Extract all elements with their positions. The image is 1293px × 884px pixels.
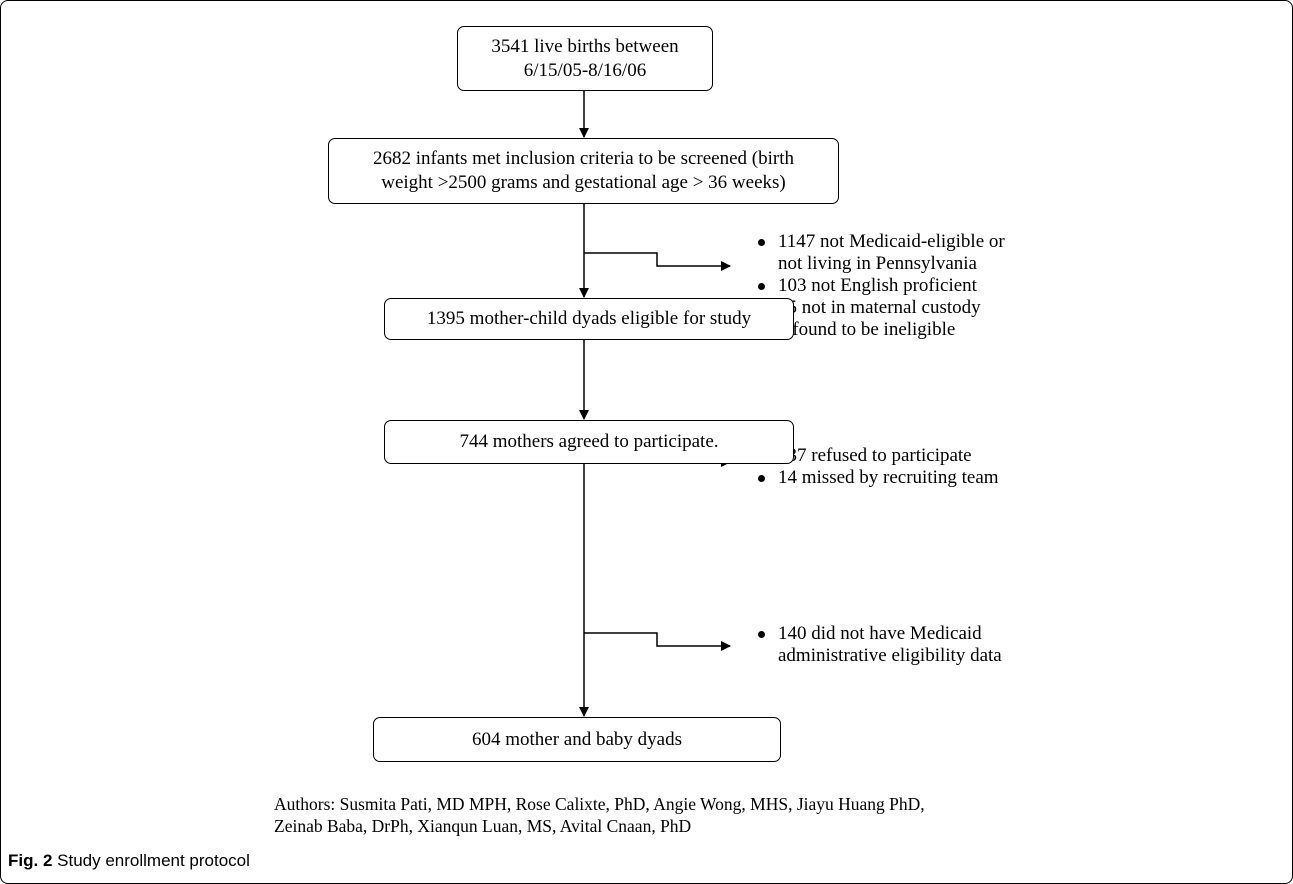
exclusion-item: 140 did not have Medicaid administrative… [758, 623, 1002, 667]
caption-text: Study enrollment protocol [57, 851, 250, 870]
final-box: 604 mother and baby dyads [373, 717, 781, 762]
final-text: 604 mother and baby dyads [471, 728, 682, 750]
exclusion-list-1: 1147 not Medicaid-eligible or not living… [758, 231, 1005, 341]
exclusion-text: administrative eligibility data [778, 645, 1002, 666]
exclusion-text: 140 did not have Medicaid [778, 623, 982, 644]
authors-line1: Authors: Susmita Pati, MD MPH, Rose Cali… [274, 794, 925, 814]
agreed-box: 744 mothers agreed to participate. [384, 420, 794, 464]
exclusion-text: 1147 not Medicaid-eligible or [778, 231, 1005, 252]
figure-caption: Fig. 2 Study enrollment protocol [8, 851, 250, 871]
exclusion-list-2: 637 refused to participate 14 missed by … [758, 445, 999, 489]
births-box: 3541 live births between 6/15/05-8/16/06 [457, 26, 713, 91]
exclusion-item: 35 not in maternal custody [758, 297, 1005, 319]
exclusion-item: 103 not English proficient [758, 275, 1005, 297]
exclusion-text: 14 missed by recruiting team [778, 467, 999, 488]
agreed-text: 744 mothers agreed to participate. [459, 431, 719, 452]
exclusion-item: 14 missed by recruiting team [758, 467, 999, 489]
arrow-exclusion-3 [584, 632, 731, 651]
exclusion-text: 2 found to be ineligible [778, 319, 956, 340]
births-line1: 3541 live births between [491, 35, 679, 57]
births-line2: 6/15/05-8/16/06 [523, 59, 647, 81]
screened-line2: weight >2500 grams and gestational age >… [381, 172, 786, 193]
arrow-exclusion-1 [584, 252, 731, 271]
exclusion-text: not living in Pennsylvania [778, 253, 977, 274]
caption-label: Fig. 2 [8, 851, 53, 870]
exclusion-item: 637 refused to participate [758, 445, 999, 467]
exclusion-list-3: 140 did not have Medicaid administrative… [758, 623, 1002, 667]
screened-box: 2682 infants met inclusion criteria to b… [328, 138, 839, 204]
eligible-text: 1395 mother-child dyads eligible for stu… [426, 308, 752, 329]
screened-line1: 2682 infants met inclusion criteria to b… [372, 148, 795, 169]
exclusion-text: 103 not English proficient [778, 275, 977, 296]
exclusion-text: 637 refused to participate [778, 445, 972, 466]
exclusion-text: 35 not in maternal custody [778, 297, 981, 318]
exclusion-item: 2 found to be ineligible [758, 319, 1005, 341]
exclusion-item: 1147 not Medicaid-eligible or not living… [758, 231, 1005, 275]
authors-note: Authors: Susmita Pati, MD MPH, Rose Cali… [274, 793, 1074, 837]
authors-line2: Zeinab Baba, DrPh, Xianqun Luan, MS, Avi… [274, 816, 692, 836]
eligible-box: 1395 mother-child dyads eligible for stu… [384, 298, 794, 340]
